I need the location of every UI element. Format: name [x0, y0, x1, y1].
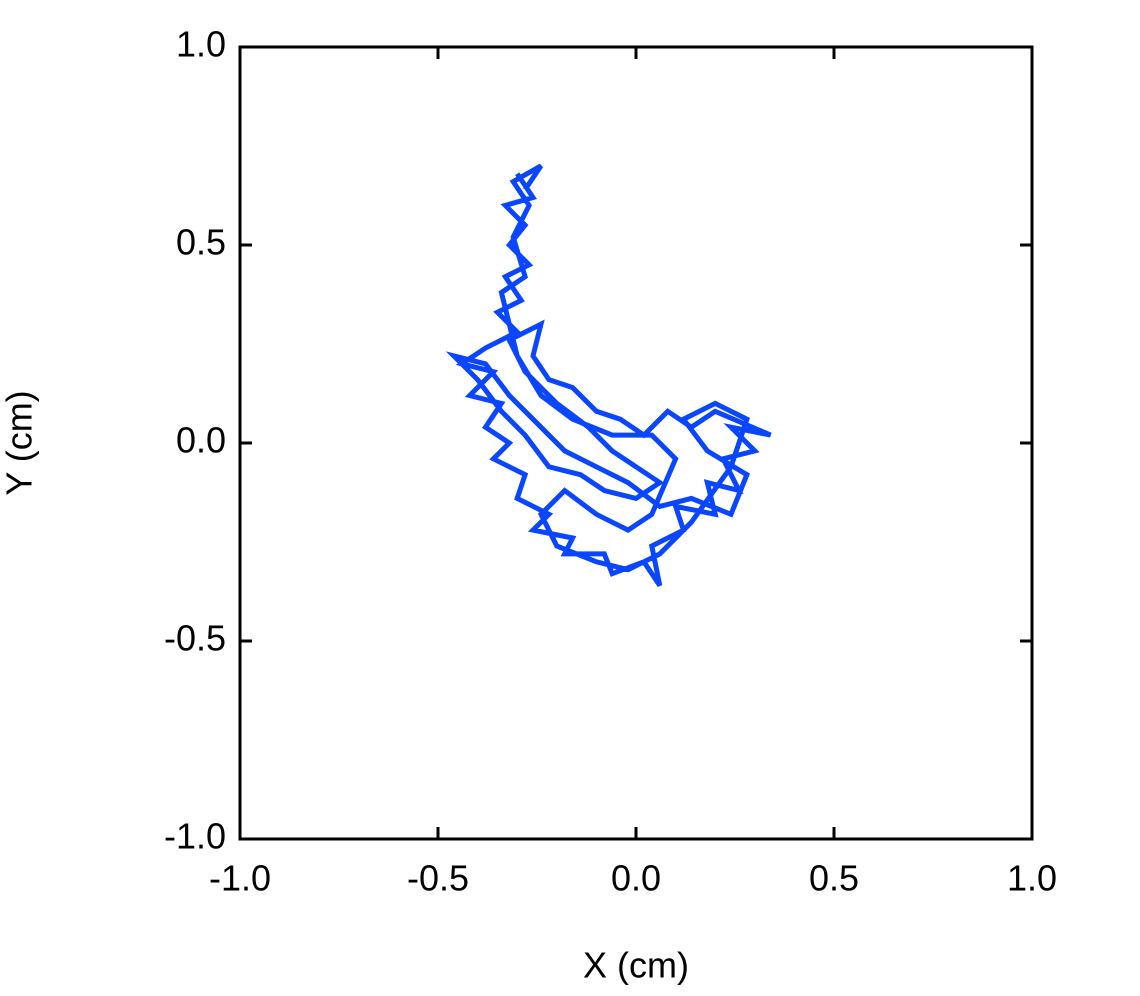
x-tick-label: -0.5: [407, 858, 469, 899]
x-tick-label: 1.0: [1007, 858, 1057, 899]
y-axis-label: Y (cm): [0, 390, 40, 495]
x-axis-label: X (cm): [583, 945, 689, 986]
y-tick-label: -1.0: [164, 816, 226, 857]
x-tick-label: 0.0: [611, 858, 661, 899]
trajectory-line: [445, 163, 772, 587]
y-tick-label: 0.5: [176, 222, 226, 263]
y-tick-label: 0.0: [176, 420, 226, 461]
y-tick-label: -0.5: [164, 618, 226, 659]
x-tick-label: -1.0: [209, 858, 271, 899]
x-tick-label: 0.5: [809, 858, 859, 899]
plot-frame: [238, 45, 1034, 841]
y-tick-label: 1.0: [176, 24, 226, 65]
